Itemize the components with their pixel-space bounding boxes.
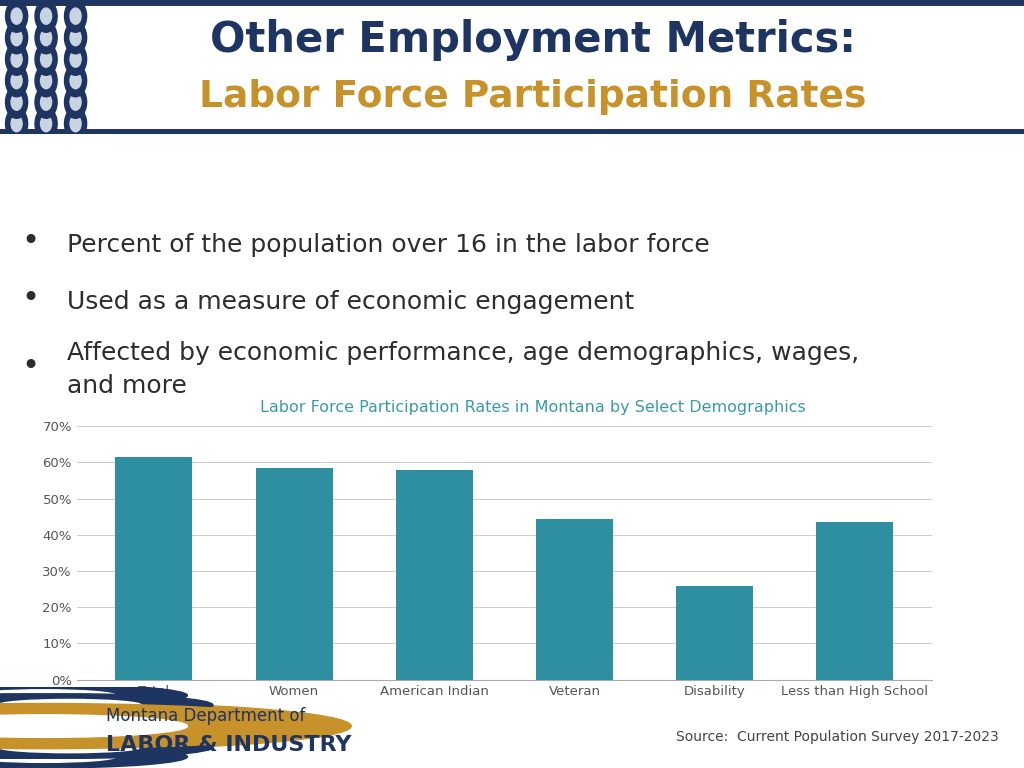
Circle shape: [65, 0, 87, 32]
Circle shape: [35, 43, 57, 75]
Circle shape: [41, 94, 51, 111]
Circle shape: [0, 720, 83, 732]
Circle shape: [5, 22, 28, 54]
Circle shape: [5, 65, 28, 97]
Circle shape: [35, 22, 57, 54]
Circle shape: [11, 116, 23, 132]
Bar: [536, 518, 613, 680]
Circle shape: [70, 30, 81, 46]
Circle shape: [35, 65, 57, 97]
Text: Percent of the population over 16 in the labor force: Percent of the population over 16 in the…: [67, 233, 710, 257]
Circle shape: [65, 43, 87, 75]
Circle shape: [70, 51, 81, 68]
Circle shape: [0, 700, 141, 710]
Text: •: •: [22, 352, 40, 381]
Circle shape: [0, 746, 187, 768]
Circle shape: [5, 86, 28, 118]
Circle shape: [5, 108, 28, 140]
Bar: [395, 470, 473, 680]
Text: Labor Force Participation Rates: Labor Force Participation Rates: [199, 79, 866, 114]
Text: Affected by economic performance, age demographics, wages,
and more: Affected by economic performance, age de…: [67, 341, 859, 399]
Circle shape: [70, 73, 81, 89]
Circle shape: [0, 694, 162, 717]
Circle shape: [0, 702, 351, 750]
Circle shape: [35, 108, 57, 140]
Text: •: •: [22, 284, 40, 313]
Circle shape: [5, 0, 28, 32]
Circle shape: [41, 30, 51, 46]
Circle shape: [11, 94, 23, 111]
Circle shape: [0, 751, 116, 763]
Circle shape: [5, 720, 148, 732]
Circle shape: [11, 73, 23, 89]
Circle shape: [0, 741, 90, 753]
Text: •: •: [22, 227, 40, 257]
Circle shape: [65, 108, 87, 140]
Circle shape: [0, 736, 213, 758]
Text: Source:  Current Population Survey 2017-2023: Source: Current Population Survey 2017-2…: [676, 730, 998, 744]
Bar: [816, 522, 893, 680]
Circle shape: [35, 86, 57, 118]
Bar: [256, 468, 333, 680]
Text: Montana Department of: Montana Department of: [106, 707, 306, 724]
Circle shape: [41, 51, 51, 68]
Circle shape: [70, 8, 81, 25]
Circle shape: [65, 65, 87, 97]
Circle shape: [5, 43, 28, 75]
Circle shape: [11, 8, 23, 25]
Text: Used as a measure of economic engagement: Used as a measure of economic engagement: [67, 290, 634, 314]
Circle shape: [0, 700, 90, 710]
Circle shape: [0, 714, 198, 738]
Text: LABOR & INDUSTRY: LABOR & INDUSTRY: [106, 736, 352, 756]
Circle shape: [41, 8, 51, 25]
Circle shape: [0, 715, 155, 737]
Circle shape: [0, 703, 331, 749]
Circle shape: [11, 51, 23, 68]
Circle shape: [11, 30, 23, 46]
Circle shape: [0, 715, 187, 737]
Circle shape: [0, 694, 213, 717]
Circle shape: [0, 684, 187, 707]
Circle shape: [0, 690, 116, 701]
Circle shape: [0, 736, 162, 758]
Bar: [116, 457, 193, 680]
Circle shape: [41, 73, 51, 89]
Circle shape: [35, 0, 57, 32]
Circle shape: [0, 715, 220, 737]
Circle shape: [0, 741, 141, 753]
Circle shape: [65, 22, 87, 54]
Text: Labor Force Participation Rates in Montana by Select Demographics: Labor Force Participation Rates in Monta…: [260, 399, 805, 415]
Circle shape: [70, 94, 81, 111]
Text: Other Employment Metrics:: Other Employment Metrics:: [210, 19, 855, 61]
Bar: [676, 585, 753, 680]
Circle shape: [65, 86, 87, 118]
Circle shape: [70, 116, 81, 132]
Circle shape: [41, 116, 51, 132]
